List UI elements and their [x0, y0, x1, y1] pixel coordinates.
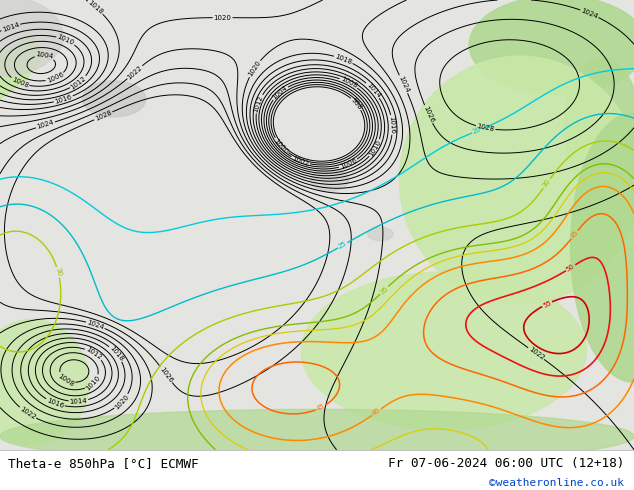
Text: 1028: 1028 — [94, 109, 113, 122]
Text: 1004: 1004 — [271, 85, 288, 101]
Text: 1024: 1024 — [580, 7, 599, 20]
Text: 1024: 1024 — [36, 120, 55, 130]
Text: 1020: 1020 — [214, 15, 231, 21]
Ellipse shape — [571, 112, 634, 382]
Text: 1012: 1012 — [70, 74, 87, 90]
Text: 55: 55 — [542, 299, 552, 309]
Polygon shape — [0, 36, 44, 99]
Text: 1010: 1010 — [368, 139, 382, 157]
Ellipse shape — [311, 169, 349, 191]
Text: 1014: 1014 — [69, 397, 87, 405]
Text: 1022: 1022 — [126, 64, 143, 80]
Ellipse shape — [0, 319, 89, 445]
Ellipse shape — [469, 0, 634, 95]
Ellipse shape — [82, 81, 146, 117]
Ellipse shape — [0, 409, 634, 464]
Text: 1014: 1014 — [365, 81, 381, 99]
Text: 1004: 1004 — [36, 51, 54, 60]
Text: 50: 50 — [566, 263, 576, 272]
Text: 1026: 1026 — [422, 105, 435, 123]
Text: Fr 07-06-2024 06:00 UTC (12+18): Fr 07-06-2024 06:00 UTC (12+18) — [388, 457, 624, 470]
Text: 25: 25 — [337, 241, 348, 250]
Text: 1018: 1018 — [334, 53, 353, 65]
Text: 998: 998 — [350, 97, 363, 111]
Text: 1008: 1008 — [339, 76, 358, 90]
Ellipse shape — [368, 227, 393, 241]
Text: 45: 45 — [316, 403, 326, 412]
Text: 1020: 1020 — [247, 59, 262, 78]
Text: 45: 45 — [569, 229, 579, 240]
Ellipse shape — [0, 0, 63, 76]
Text: 1002: 1002 — [291, 155, 310, 167]
Text: Theta-e 850hPa [°C] ECMWF: Theta-e 850hPa [°C] ECMWF — [8, 457, 198, 470]
Ellipse shape — [301, 272, 586, 430]
Text: 1024: 1024 — [86, 319, 105, 331]
Text: 1026: 1026 — [158, 366, 174, 384]
Text: 1006: 1006 — [46, 72, 65, 84]
Text: 1006: 1006 — [339, 158, 358, 171]
Text: 1018: 1018 — [108, 345, 124, 362]
Text: 1024: 1024 — [397, 75, 410, 94]
Text: 1016: 1016 — [389, 116, 396, 134]
Text: 20: 20 — [472, 126, 482, 135]
Text: 1010: 1010 — [56, 34, 75, 47]
Text: 30: 30 — [541, 178, 552, 189]
Text: ©weatheronline.co.uk: ©weatheronline.co.uk — [489, 478, 624, 488]
Text: 1016: 1016 — [46, 397, 65, 409]
Ellipse shape — [399, 56, 634, 304]
Text: 1008: 1008 — [11, 76, 29, 89]
Text: 30: 30 — [54, 267, 62, 277]
Ellipse shape — [564, 58, 634, 194]
Text: 1010: 1010 — [85, 374, 101, 392]
Text: 1012: 1012 — [85, 346, 103, 361]
Text: 35: 35 — [379, 285, 389, 295]
Text: 1022: 1022 — [18, 406, 37, 420]
Text: 40: 40 — [371, 407, 382, 417]
Text: 1022: 1022 — [527, 346, 545, 361]
Text: 1018: 1018 — [87, 0, 104, 16]
Text: 1000: 1000 — [273, 137, 289, 155]
Text: 1028: 1028 — [476, 123, 495, 133]
Text: 1020: 1020 — [113, 393, 130, 410]
Text: 1008: 1008 — [56, 372, 75, 387]
Text: 1012: 1012 — [253, 95, 264, 113]
Text: 1016: 1016 — [54, 94, 73, 105]
Text: 1014: 1014 — [1, 21, 20, 32]
